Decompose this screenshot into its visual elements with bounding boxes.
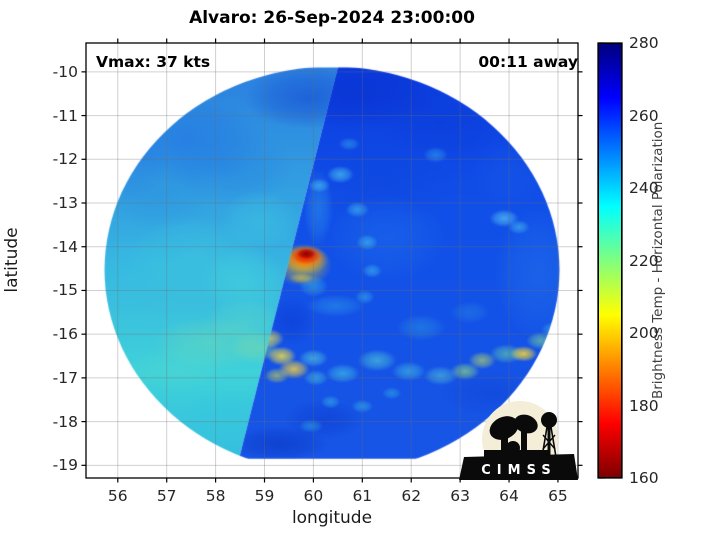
y-tick-label: -19 [52,456,78,475]
colorbar-tick-label: 260 [629,106,659,125]
vmax-annotation: Vmax: 37 kts [96,53,211,71]
chart-title: Alvaro: 26-Sep-2024 23:00:00 [189,8,475,28]
y-tick-label: -18 [52,412,78,431]
cimss-logo: CIMSS [459,401,578,480]
colorbar-tick-label: 160 [629,469,659,487]
colorbar-tick-label: 220 [629,251,659,270]
y-tick-label: -15 [52,281,78,300]
x-tick-label: 60 [303,487,324,505]
y-axis-label: latitude [2,227,22,293]
x-tick-label: 65 [548,487,568,505]
colorbar-tick-label: 240 [629,179,659,197]
x-tick-label: 62 [401,487,422,505]
x-tick-label: 59 [254,487,275,505]
x-tick-label: 63 [450,487,470,505]
colorbar-tick-label: 180 [629,396,659,415]
y-tick-label: -14 [52,237,78,256]
y-tick-label: -13 [52,194,78,212]
x-tick-label: 61 [352,487,373,505]
logo-text: CIMSS [481,463,556,478]
colorbar-tick-label: 200 [629,324,659,342]
y-tick-label: -16 [52,325,78,344]
y-tick-label: -10 [52,62,78,81]
x-axis-label: longitude [291,508,373,528]
y-tick-label: -11 [52,106,78,125]
time-away-annotation: 00:11 away [478,53,578,71]
x-tick-label: 57 [156,487,177,505]
y-tick-label: -17 [52,368,78,387]
x-tick-label: 64 [499,487,519,505]
colorbar [598,43,622,478]
x-tick-label: 58 [205,487,226,505]
y-tick-label: -12 [52,150,78,169]
colorbar-tick-label: 280 [629,34,659,52]
x-tick-label: 56 [107,487,128,505]
